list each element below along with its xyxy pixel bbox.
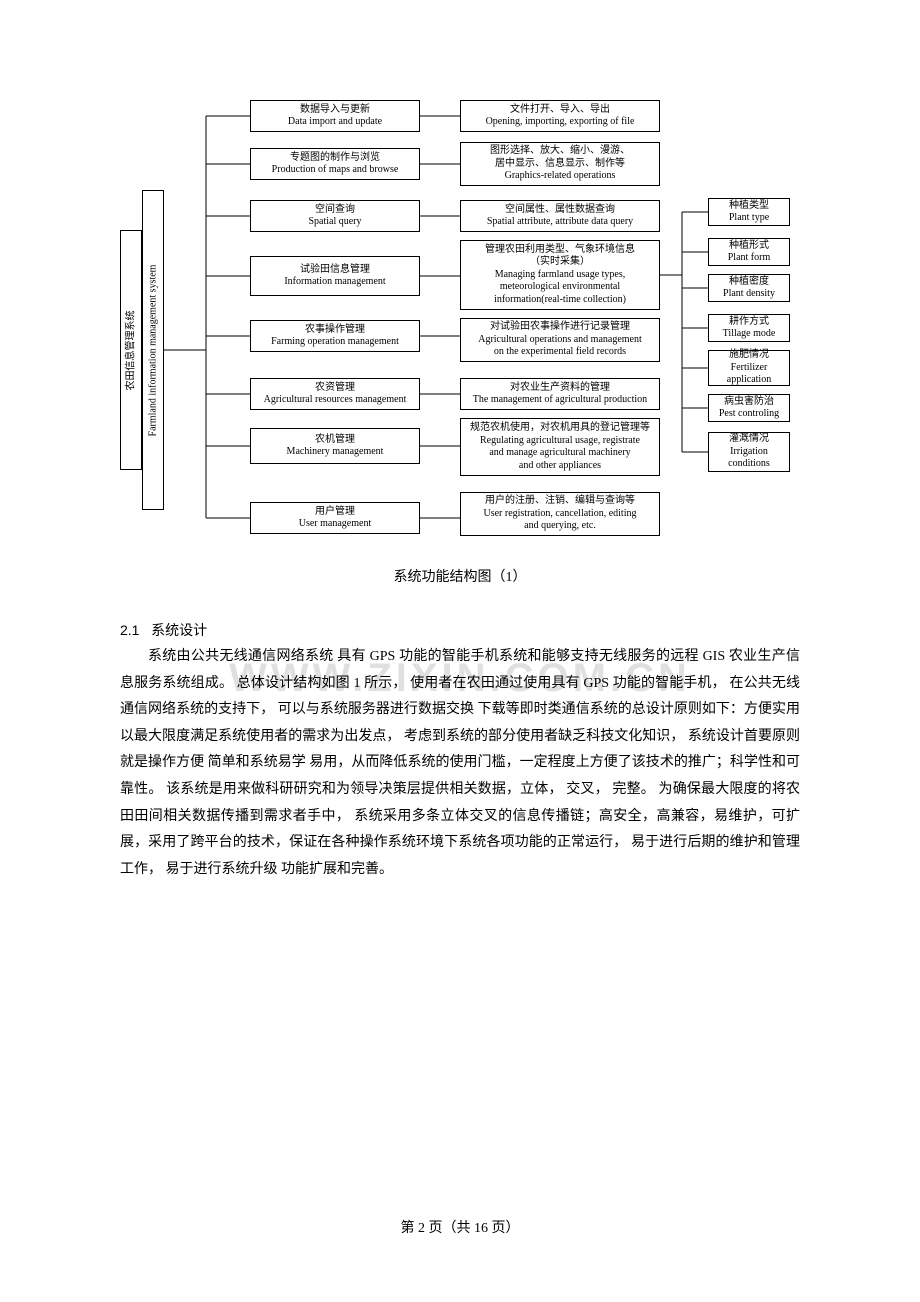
section-title: 系统设计 (151, 622, 207, 638)
col1-box-3: 试验田信息管理Information management (250, 256, 420, 296)
col1-box-2: 空间查询Spatial query (250, 200, 420, 232)
body-paragraph: 系统由公共无线通信网络系统 具有 GPS 功能的智能手机系统和能够支持无线服务的… (120, 644, 800, 883)
root-label-en-text: Farmland information management system (147, 264, 160, 436)
col2-box-1: 图形选择、放大、缩小、漫游、 居中显示、信息显示、制作等Graphics-rel… (460, 142, 660, 186)
col2-box-6: 规范农机使用，对农机用具的登记管理等Regulating agricultura… (460, 418, 660, 476)
col2-box-4: 对试验田农事操作进行记录管理Agricultural operations an… (460, 318, 660, 362)
col2-box-3: 管理农田利用类型、气象环境信息 （实时采集）Managing farmland … (460, 240, 660, 310)
col1-box-0: 数据导入与更新Data import and update (250, 100, 420, 132)
col1-box-4: 农事操作管理Farming operation management (250, 320, 420, 352)
col2-box-5: 对农业生产资料的管理The management of agricultural… (460, 378, 660, 410)
col3-box-1: 种植形式Plant form (708, 238, 790, 266)
col2-box-0: 文件打开、导入、导出Opening, importing, exporting … (460, 100, 660, 132)
col3-box-5: 病虫害防治Pest controling (708, 394, 790, 422)
root-label-cn: 农田信息管理系统 (120, 230, 142, 470)
col1-box-5: 农资管理Agricultural resources management (250, 378, 420, 410)
section-number: 2.1 (120, 622, 139, 638)
root-label-cn-text: 农田信息管理系统 (125, 310, 138, 390)
system-diagram: 农田信息管理系统 Farmland information management… (120, 100, 800, 560)
col1-box-6: 农机管理Machinery management (250, 428, 420, 464)
col3-box-6: 灌溉情况Irrigation conditions (708, 432, 790, 472)
col3-box-0: 种植类型Plant type (708, 198, 790, 226)
col2-box-2: 空间属性、属性数据查询Spatial attribute, attribute … (460, 200, 660, 232)
col3-box-2: 种植密度Plant density (708, 274, 790, 302)
root-label-en: Farmland information management system (142, 190, 164, 510)
col3-box-3: 耕作方式Tillage mode (708, 314, 790, 342)
page-footer: 第 2 页（共 16 页） (0, 1217, 920, 1237)
col1-box-1: 专题图的制作与浏览Production of maps and browse (250, 148, 420, 180)
col1-box-7: 用户管理User management (250, 502, 420, 534)
section-heading: 2.1 系统设计 (120, 620, 800, 640)
diagram-caption: 系统功能结构图（1） (120, 566, 800, 586)
col3-box-4: 施肥情况Fertilizer application (708, 350, 790, 386)
col2-box-7: 用户的注册、注销、编辑与查询等User registration, cancel… (460, 492, 660, 536)
